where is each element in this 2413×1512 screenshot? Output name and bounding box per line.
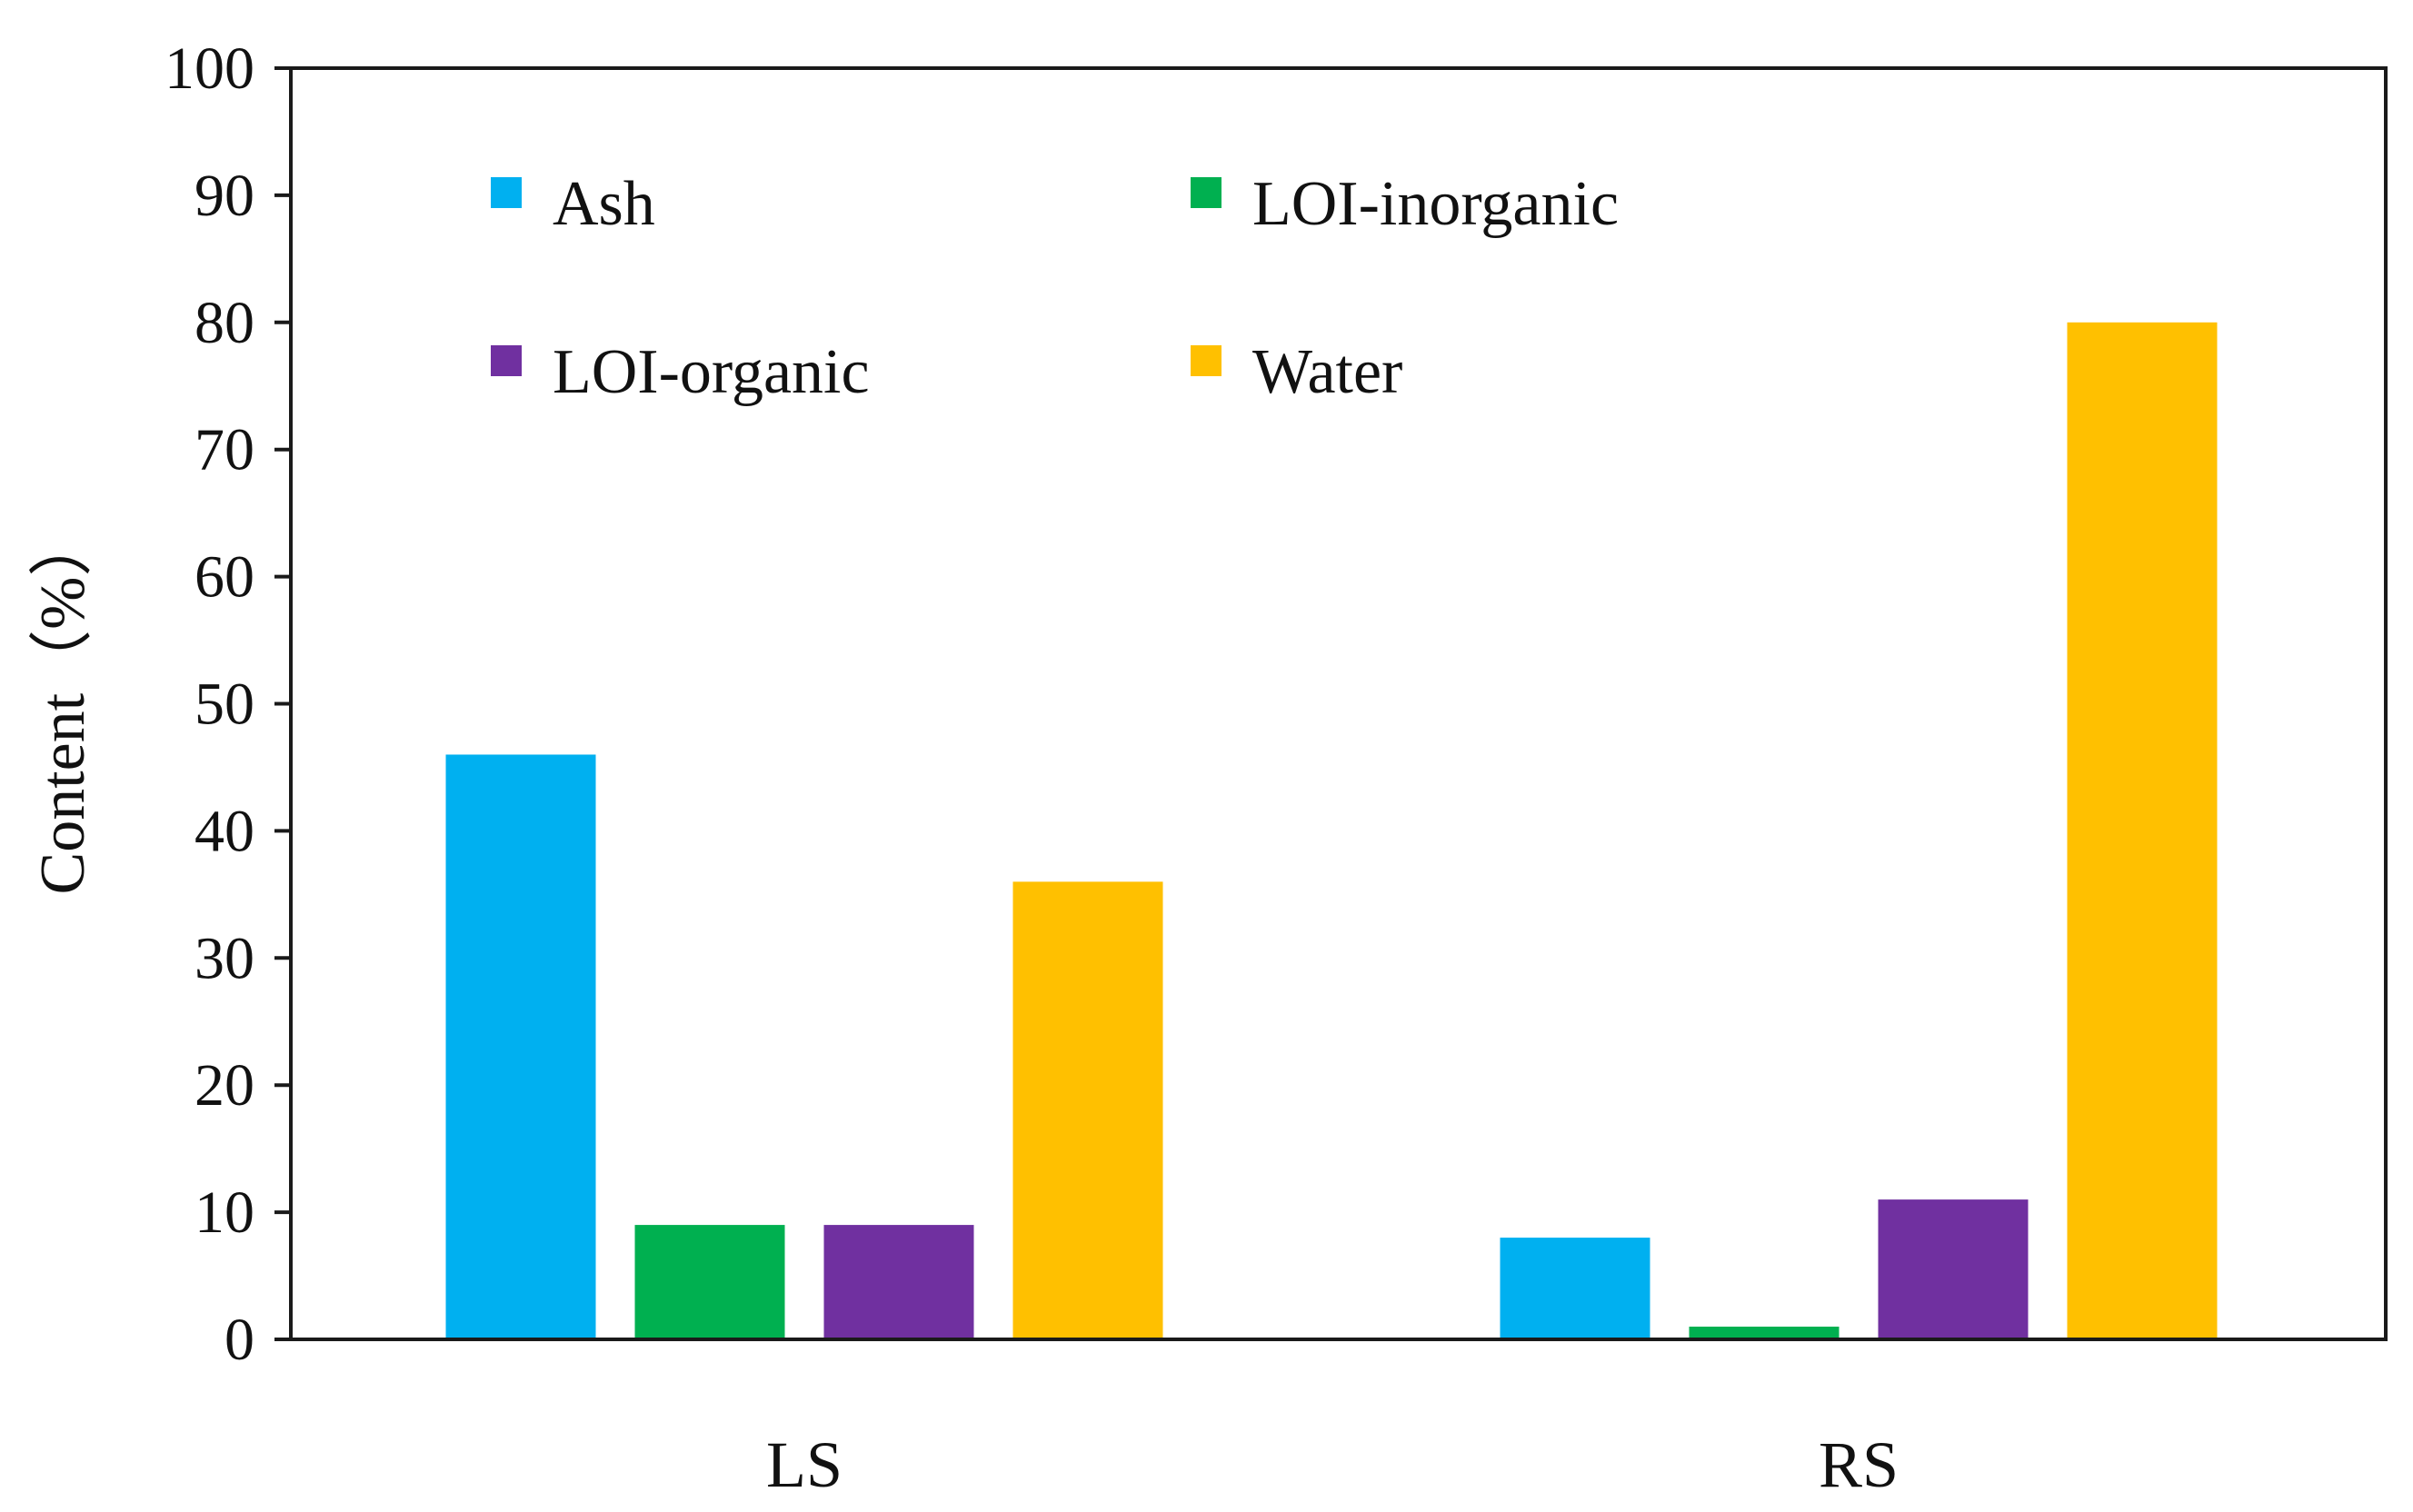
bar-rs-ash [1500, 1238, 1650, 1339]
y-ticks-layer: 0 10 20 30 40 50 60 70 80 90 100 [165, 35, 291, 1373]
y-tick-label: 100 [165, 35, 254, 102]
legend-swatch-loi-inorganic [1191, 177, 1221, 208]
bar-rs-loi-inorganic [1689, 1327, 1840, 1339]
bar-rs-loi-organic [1878, 1199, 2029, 1339]
legend-swatch-ash [491, 177, 522, 208]
bar-ls-water [1012, 881, 1163, 1339]
y-tick-label: 0 [224, 1307, 254, 1373]
legend-swatch-loi-organic [491, 345, 522, 376]
legend-swatch-water [1191, 345, 1221, 376]
y-tick-label: 80 [194, 290, 254, 356]
y-tick-label: 70 [194, 417, 254, 483]
legend: Ash LOI-inorganic LOI-organic Water [491, 169, 1619, 407]
y-tick-label: 50 [194, 671, 254, 738]
x-category-label: LS [766, 1428, 843, 1501]
x-category-label: RS [1819, 1428, 1899, 1501]
bar-rs-water [2067, 322, 2218, 1339]
y-tick-label: 20 [194, 1052, 254, 1119]
y-tick-label: 10 [194, 1179, 254, 1246]
legend-label-loi-inorganic: LOI-inorganic [1252, 169, 1619, 239]
y-tick-label: 60 [194, 544, 254, 611]
bar-ls-loi-inorganic [634, 1225, 785, 1339]
y-tick-label: 40 [194, 798, 254, 864]
legend-label-ash: Ash [553, 169, 655, 239]
bar-ls-loi-organic [823, 1225, 974, 1339]
x-category-layer: LS RS [766, 1428, 1899, 1501]
bars-layer [445, 322, 2218, 1339]
bar-ls-ash [445, 754, 596, 1339]
y-axis-title: Content（%） [28, 513, 98, 895]
legend-label-water: Water [1252, 337, 1402, 407]
legend-label-loi-organic: LOI-organic [553, 337, 870, 407]
y-tick-label: 90 [194, 163, 254, 229]
y-tick-label: 30 [194, 925, 254, 991]
